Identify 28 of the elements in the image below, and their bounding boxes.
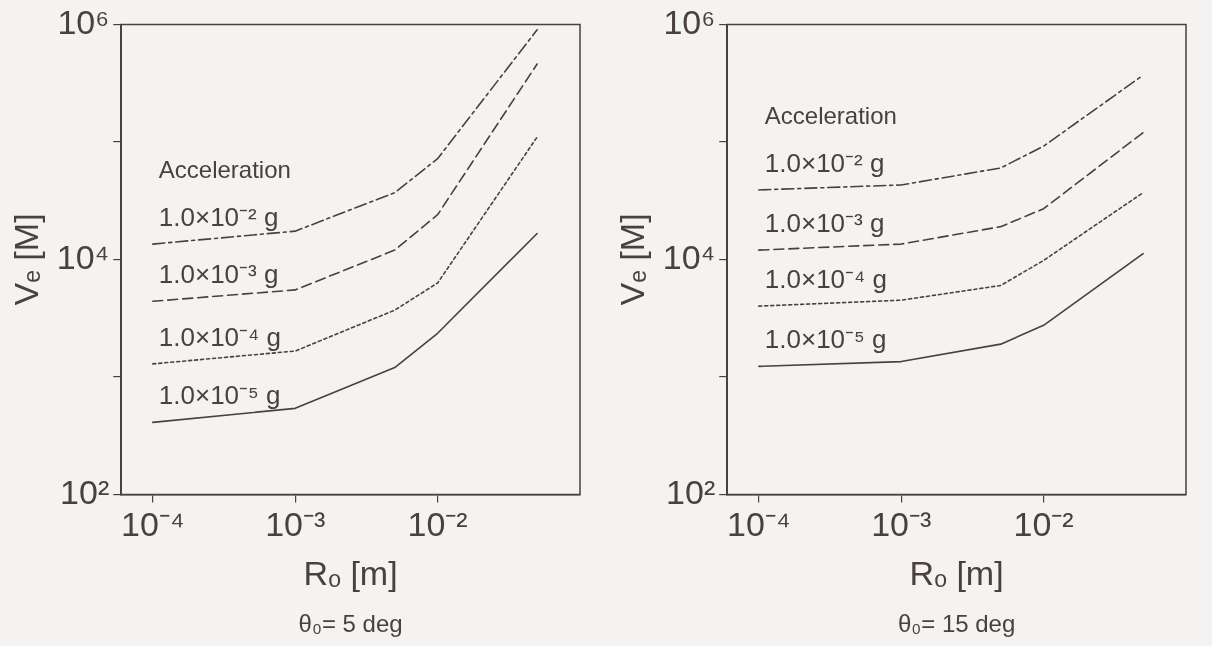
y-tick-label: 10⁴ <box>56 237 110 276</box>
series-label: 1.0×10⁻⁵ g <box>764 324 887 355</box>
x-tick-label: 10⁻³ <box>871 505 932 544</box>
y-tick-label: 10⁴ <box>662 237 716 276</box>
series-label: 1.0×10⁻⁴ g <box>764 264 887 295</box>
series-label: 1.0×10⁻⁴ g <box>158 321 281 352</box>
y-axis-title: Vₑ [M] <box>6 213 45 306</box>
x-tick-label: 10⁻⁴ <box>727 505 791 544</box>
y-tick-label: 10⁶ <box>663 2 716 41</box>
series-label: 1.0×10⁻³ g <box>158 259 279 290</box>
y-tick-label: 10² <box>60 472 110 511</box>
y-tick-label: 10² <box>666 472 716 511</box>
x-tick-label: 10⁻² <box>407 505 468 544</box>
series-label: 1.0×10⁻² g <box>158 202 279 233</box>
annotation: Acceleration <box>158 156 291 184</box>
series-label: 1.0×10⁻³ g <box>764 208 885 239</box>
series-label: 1.0×10⁻⁵ g <box>158 380 281 411</box>
series-label: 1.0×10⁻² g <box>764 147 885 178</box>
x-tick-label: 10⁻³ <box>265 505 326 544</box>
text: θ₀= 15 deg <box>897 610 1016 637</box>
text: θ₀= 5 deg <box>298 610 403 637</box>
x-tick-label: 10⁻⁴ <box>121 505 185 544</box>
annotation: Acceleration <box>764 101 897 129</box>
x-axis-title: Rₒ [m] <box>909 553 1004 592</box>
x-axis-title: Rₒ [m] <box>303 553 398 592</box>
y-axis-title: Vₑ [M] <box>612 213 651 306</box>
x-tick-label: 10⁻² <box>1013 505 1074 544</box>
y-tick-label: 10⁶ <box>57 2 110 41</box>
